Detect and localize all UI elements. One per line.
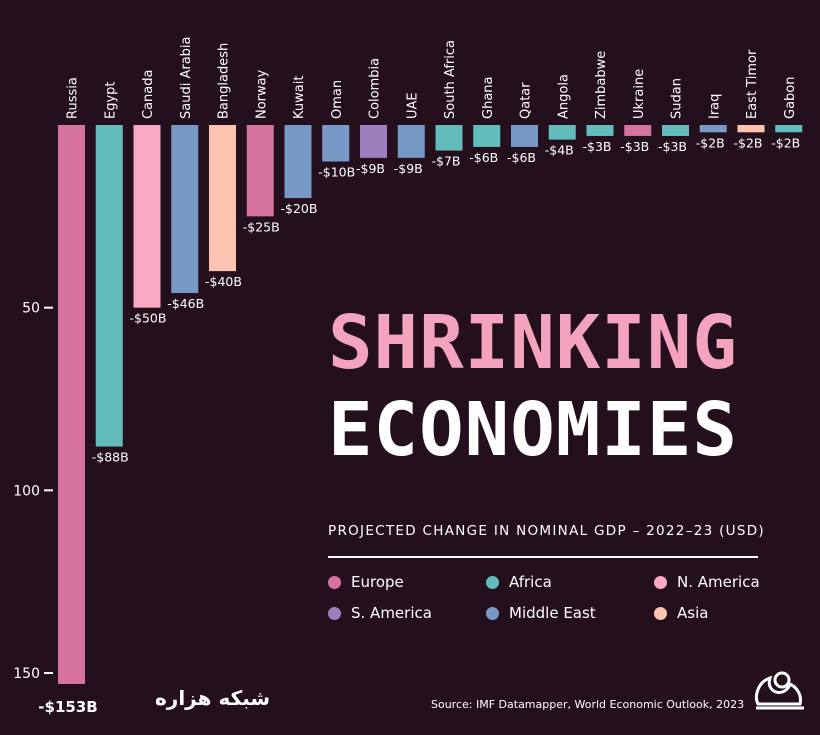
legend-label: Europe [351, 573, 404, 591]
legend-swatch [486, 575, 499, 589]
brand-logo-text: شبکه هزاره [155, 686, 271, 710]
data-label: -$2B [696, 135, 725, 150]
bar-iraq [699, 125, 727, 133]
legend-label: Africa [509, 573, 552, 591]
data-label: -$9B [356, 161, 385, 176]
data-label: -$4B [545, 143, 574, 158]
y-tick-label: 50 [22, 301, 40, 317]
bar-east-timor [737, 125, 765, 133]
data-label: -$50B [130, 311, 167, 326]
bar-ghana [473, 125, 501, 147]
legend-swatch [486, 606, 499, 620]
legend-item-africa: Africa [486, 573, 552, 591]
category-label: Norway [254, 69, 269, 119]
data-label: -$3B [620, 139, 649, 154]
data-label: -$10B [318, 165, 355, 180]
data-label: -$2B [771, 135, 800, 150]
data-label: -$9B [394, 161, 423, 176]
category-label: South Africa [443, 40, 458, 119]
legend-item-n-america: N. America [654, 573, 760, 591]
legend-item-asia: Asia [654, 604, 708, 622]
legend-item-s-america: S. America [328, 604, 432, 622]
data-label: -$3B [658, 139, 687, 154]
data-label: -$2B [734, 135, 763, 150]
legend-swatch [654, 575, 667, 589]
bar-bangladesh [209, 125, 236, 272]
data-label: -$6B [469, 150, 498, 165]
legend-swatch [654, 606, 667, 620]
bar-angola [548, 125, 576, 140]
category-label: Sudan [670, 78, 685, 119]
category-label: Egypt [103, 81, 118, 119]
data-label: -$6B [507, 150, 536, 165]
bar-uae [397, 125, 425, 158]
chart-subtitle: PROJECTED CHANGE IN NOMINAL GDP – 2022–2… [328, 523, 765, 539]
category-label: Kuwait [292, 76, 307, 119]
category-label: Gabon [783, 77, 798, 120]
category-label: Oman [330, 80, 345, 119]
legend-swatch [328, 606, 341, 620]
bar-canada [133, 125, 161, 308]
data-label: -$7B [432, 154, 461, 169]
data-label: -$88B [92, 449, 129, 464]
bar-colombia [360, 125, 387, 158]
bar-oman [322, 125, 350, 162]
category-label: Saudi Arabia [179, 37, 194, 120]
divider [328, 556, 758, 558]
category-label: Iraq [707, 94, 722, 119]
data-label: -$40B [205, 274, 242, 289]
data-label: -$46B [167, 296, 204, 311]
category-label: Canada [141, 70, 156, 119]
bar-zimbabwe [586, 125, 614, 136]
data-label: -$20B [281, 201, 318, 216]
category-label: Angola [556, 74, 571, 119]
source-note: Source: IMF Datamapper, World Economic O… [431, 698, 745, 711]
bar-south-africa [435, 125, 463, 151]
category-label: UAE [405, 92, 420, 119]
legend-label: Asia [677, 604, 709, 622]
chart-title-line2: ECONOMIES [328, 387, 738, 473]
data-label: -$153B [38, 698, 97, 716]
bar-saudi-arabia [171, 125, 199, 294]
data-label: -$25B [243, 219, 280, 234]
category-label: Qatar [519, 82, 534, 119]
bar-egypt [95, 125, 123, 447]
category-label: Colombia [368, 58, 383, 119]
y-tick-label: 150 [13, 666, 40, 682]
category-label: Bangladesh [217, 43, 232, 119]
bar-ukraine [624, 125, 652, 136]
y-tick-label: 100 [13, 483, 40, 499]
legend-label: Middle East [509, 604, 596, 622]
bar-sudan [662, 125, 689, 136]
category-label: Russia [66, 77, 81, 119]
legend-item-europe: Europe [328, 573, 404, 591]
bar-norway [246, 125, 274, 217]
bar-qatar [511, 125, 538, 147]
moon-icon [755, 671, 804, 710]
category-label: East Timor [745, 49, 760, 119]
category-label: Zimbabwe [594, 51, 609, 119]
legend-swatch [328, 575, 341, 589]
legend-label: S. America [351, 604, 432, 622]
bar-gabon [775, 125, 803, 133]
chart-title-line1: SHRINKING [328, 300, 738, 386]
legend-label: N. America [677, 573, 760, 591]
bar-kuwait [284, 125, 312, 199]
legend-item-middle-east: Middle East [486, 604, 596, 622]
bar-russia [58, 125, 85, 684]
category-label: Ghana [481, 77, 496, 120]
data-label: -$3B [583, 139, 612, 154]
category-label: Ukraine [632, 69, 647, 119]
